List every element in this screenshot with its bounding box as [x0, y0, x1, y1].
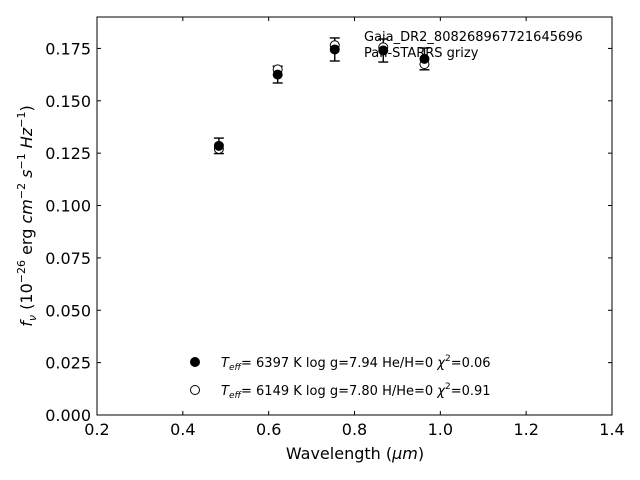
legend-marker-open: [190, 385, 200, 395]
legend-entry-1: Teff= 6397 K log g=7.94 He/H=0 χ2=0.06: [221, 354, 491, 373]
x-axis-label: Wavelength (μm): [286, 444, 424, 463]
plot-area: [213, 37, 430, 155]
data-point-filled: [419, 53, 430, 64]
x-tick-label: 0.4: [170, 420, 195, 439]
data-point-filled: [329, 44, 340, 55]
legend: Teff= 6397 K log g=7.94 He/H=0 χ2=0.06 T…: [190, 354, 491, 401]
x-tick-label: 1.2: [513, 420, 538, 439]
data-point-filled: [213, 140, 224, 151]
y-tick-label: 0.050: [45, 301, 91, 320]
x-tick-label: 1.4: [599, 420, 624, 439]
y-tick-label: 0.100: [45, 197, 91, 216]
legend-marker-filled: [190, 357, 200, 367]
y-tick-label: 0.125: [45, 144, 91, 163]
axis-ticks: 0.2 0.4 0.6 0.8 1.0 1.2 1.4 0.000 0.025 0.050 0.07…: [45, 17, 625, 439]
y-tick-label: 0.175: [45, 39, 91, 58]
data-point-filled: [378, 45, 389, 56]
x-tick-label: 1.0: [428, 420, 453, 439]
x-tick-label: 0.6: [256, 420, 281, 439]
x-tick-label: 0.8: [342, 420, 367, 439]
y-tick-label: 0.025: [45, 354, 91, 373]
legend-entry-2: Teff= 6149 K log g=7.80 H/He=0 χ2=0.91: [221, 382, 491, 401]
y-tick-label: 0.000: [45, 406, 91, 425]
x-tick-label: 0.2: [84, 420, 109, 439]
annotation-survey: Pan-STARRS grizy: [364, 46, 479, 61]
y-tick-label: 0.075: [45, 249, 91, 268]
y-tick-label: 0.150: [45, 92, 91, 111]
data-point-filled: [272, 69, 283, 80]
y-axis-label: fν (10−26 erg cm−2 s−1 Hz−1): [15, 105, 39, 326]
annotation-object-id: Gaia_DR2_808268967721645696: [364, 30, 583, 45]
